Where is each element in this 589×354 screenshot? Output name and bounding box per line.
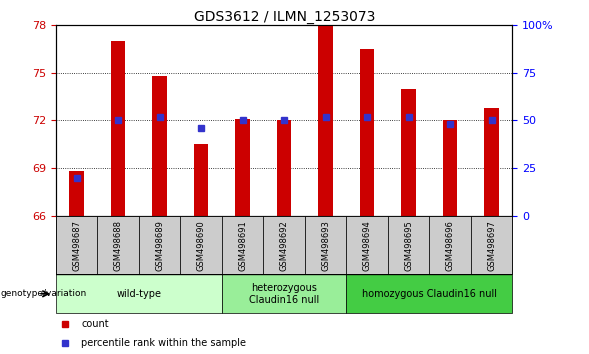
Bar	[194, 144, 209, 216]
Text: homozygous Claudin16 null: homozygous Claudin16 null	[362, 289, 497, 299]
Text: GSM498692: GSM498692	[280, 220, 289, 270]
Bar	[111, 41, 125, 216]
Bar	[97, 216, 139, 274]
Text: GSM498694: GSM498694	[363, 220, 372, 270]
Bar	[429, 216, 471, 274]
Bar	[277, 120, 292, 216]
Text: GSM498697: GSM498697	[487, 220, 496, 270]
Bar	[471, 216, 512, 274]
Text: wild-type: wild-type	[117, 289, 161, 299]
Bar	[360, 49, 375, 216]
Text: GSM498688: GSM498688	[114, 219, 123, 271]
Text: GSM498691: GSM498691	[238, 220, 247, 270]
Text: percentile rank within the sample: percentile rank within the sample	[81, 338, 246, 348]
Bar	[346, 274, 512, 313]
Text: count: count	[81, 319, 109, 329]
Bar	[402, 88, 416, 216]
Bar	[388, 216, 429, 274]
Bar	[180, 216, 222, 274]
Text: GSM498687: GSM498687	[72, 219, 81, 271]
Text: GSM498689: GSM498689	[155, 220, 164, 270]
Text: heterozygous
Claudin16 null: heterozygous Claudin16 null	[249, 283, 319, 305]
Bar	[236, 119, 250, 216]
Text: genotype/variation: genotype/variation	[1, 289, 87, 298]
Bar	[484, 108, 499, 216]
Bar	[305, 216, 346, 274]
Bar	[153, 76, 167, 216]
Bar	[346, 216, 388, 274]
Bar	[56, 274, 222, 313]
Text: GSM498690: GSM498690	[197, 220, 206, 270]
Bar	[70, 171, 84, 216]
Title: GDS3612 / ILMN_1253073: GDS3612 / ILMN_1253073	[194, 10, 375, 24]
Bar	[56, 216, 97, 274]
Text: GSM498695: GSM498695	[404, 220, 413, 270]
Text: GSM498693: GSM498693	[321, 220, 330, 270]
Bar	[319, 25, 333, 216]
Bar	[263, 216, 305, 274]
Text: GSM498696: GSM498696	[446, 220, 455, 270]
Bar	[443, 120, 458, 216]
Bar	[222, 274, 346, 313]
Bar	[139, 216, 180, 274]
Bar	[222, 216, 263, 274]
